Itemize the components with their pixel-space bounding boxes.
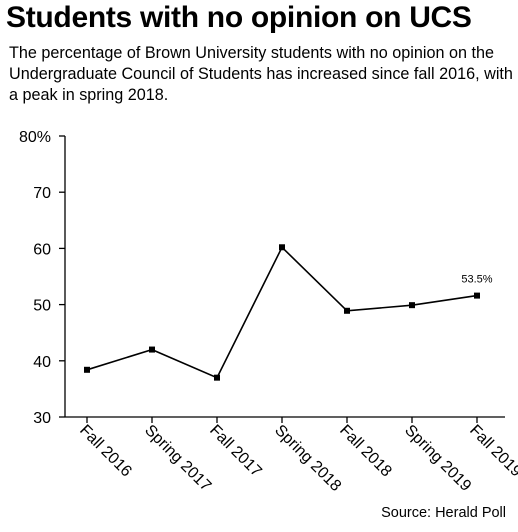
series-group bbox=[84, 244, 480, 381]
y-tick-label: 30 bbox=[33, 410, 51, 427]
data-point bbox=[214, 374, 220, 381]
data-point bbox=[279, 244, 285, 251]
source-note: Source: Herald Poll bbox=[381, 505, 506, 521]
y-axis-ticks: 30 40 50 60 70 80% bbox=[19, 129, 65, 427]
y-tick-label: 80% bbox=[19, 129, 51, 146]
data-point bbox=[149, 346, 155, 353]
y-tick-label: 50 bbox=[33, 298, 51, 315]
data-point bbox=[84, 366, 90, 373]
x-tick-label: Spring 2019 bbox=[401, 422, 474, 495]
y-tick-label: 60 bbox=[33, 241, 51, 258]
x-tick-label: Fall 2017 bbox=[206, 422, 265, 481]
chart-title: Students with no opinion on UCS bbox=[6, 1, 472, 34]
y-tick-label: 40 bbox=[33, 354, 51, 371]
x-tick-label: Fall 2018 bbox=[336, 422, 395, 481]
x-tick-label: Fall 2019 bbox=[466, 422, 518, 481]
annotations-group: 53.5% bbox=[461, 274, 492, 286]
chart-subtitle: The percentage of Brown University stude… bbox=[9, 44, 513, 104]
x-tick-label: Spring 2017 bbox=[141, 422, 214, 495]
series-line bbox=[86, 245, 478, 379]
data-point bbox=[409, 302, 415, 309]
x-tick-label: Fall 2016 bbox=[76, 422, 135, 481]
data-point bbox=[344, 307, 350, 314]
data-point bbox=[474, 292, 480, 299]
data-label: 53.5% bbox=[461, 274, 492, 286]
chart-axes bbox=[64, 136, 505, 418]
y-tick-label: 70 bbox=[33, 185, 51, 202]
x-tick-label: Spring 2018 bbox=[271, 422, 344, 495]
